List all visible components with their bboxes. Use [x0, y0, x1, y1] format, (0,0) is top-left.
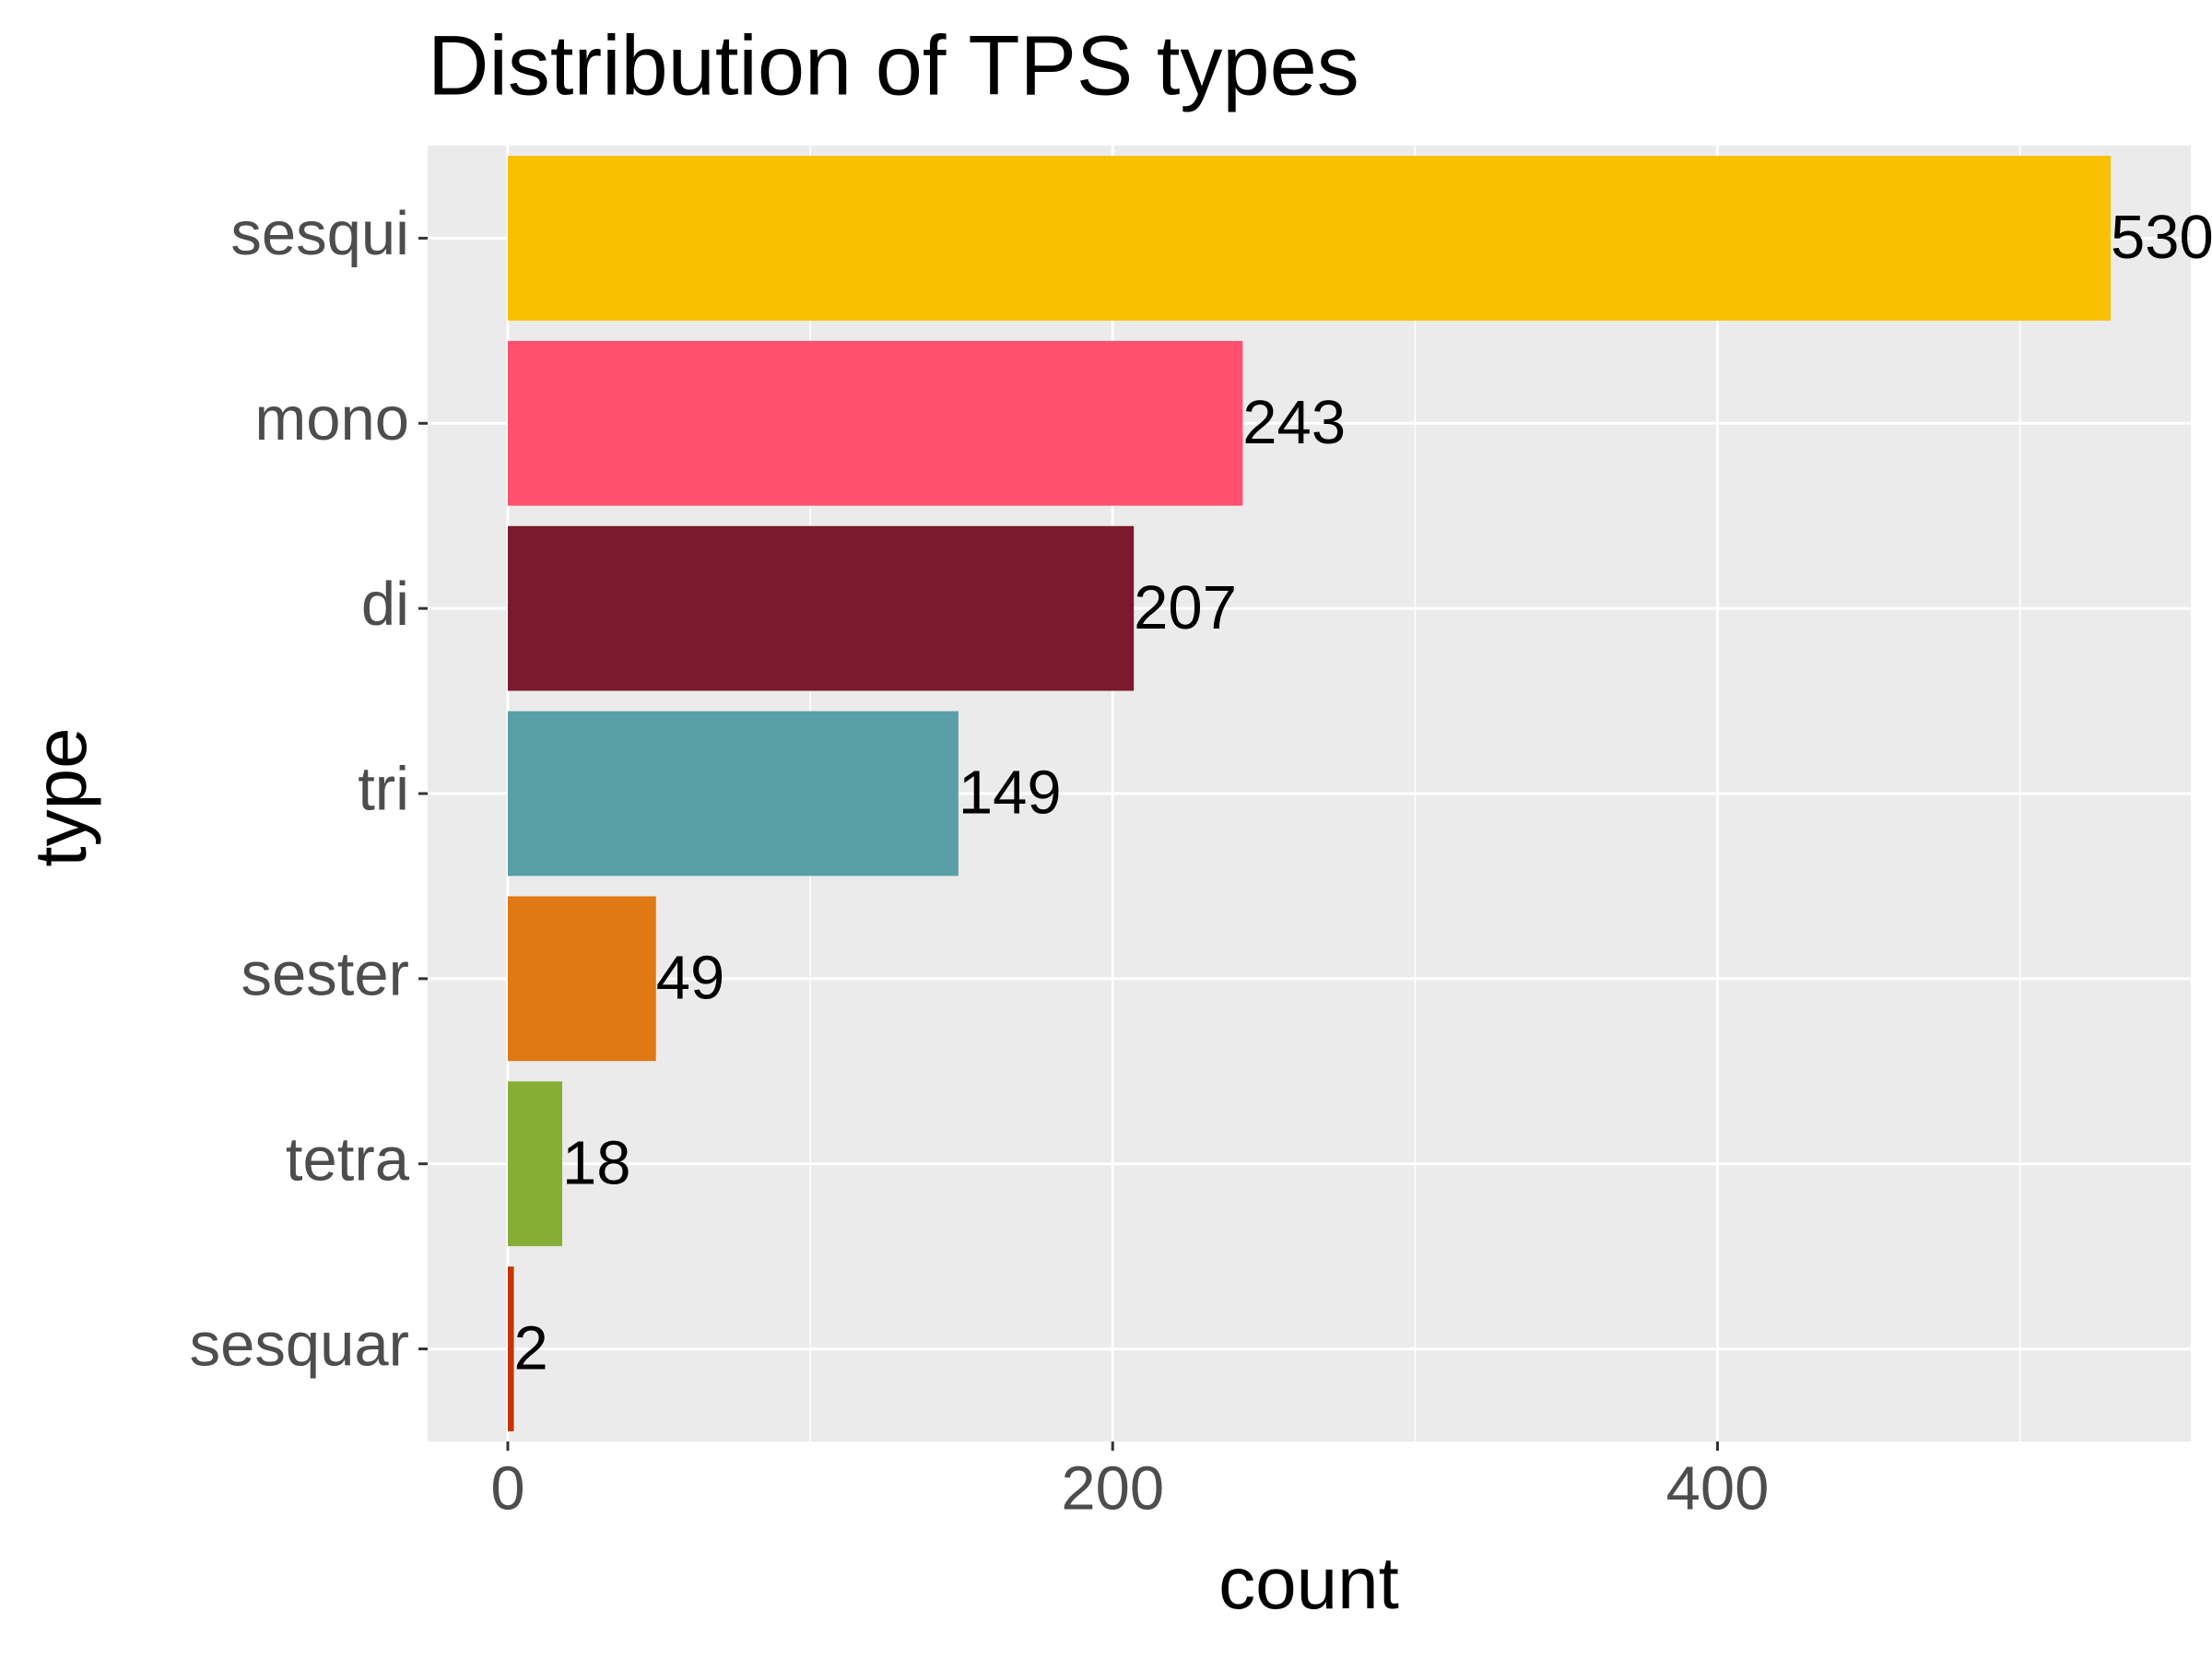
y-tick-label: di: [361, 570, 409, 639]
x-tick-label: 200: [1061, 1454, 1164, 1524]
value-label: 207: [1134, 573, 1237, 642]
bar: [507, 711, 959, 877]
y-axis-title: type: [19, 727, 101, 866]
value-label: 49: [656, 944, 725, 1013]
bar: [507, 340, 1243, 506]
value-label: 18: [562, 1128, 631, 1197]
value-label: 2: [514, 1313, 548, 1382]
x-tick-label: 400: [1666, 1454, 1770, 1524]
y-tick-label: tri: [358, 755, 409, 824]
y-tick-label: sesquar: [190, 1310, 409, 1379]
bar: [507, 525, 1135, 691]
chart-title: Distribution of TPS types: [428, 18, 1359, 112]
y-tick-label: tetra: [286, 1124, 410, 1194]
bar: [507, 896, 656, 1062]
x-axis-title: count: [1218, 1542, 1399, 1624]
value-label: 530: [2111, 203, 2212, 272]
bar: [507, 156, 2112, 321]
bar: [507, 1266, 514, 1431]
bar: [507, 1081, 563, 1247]
x-tick-label: 0: [490, 1454, 524, 1524]
y-tick-label: sester: [241, 940, 409, 1009]
y-tick-label: sesqui: [230, 199, 409, 268]
value-label: 243: [1242, 388, 1346, 457]
value-label: 149: [959, 759, 1062, 828]
y-tick-label: mono: [254, 384, 409, 453]
